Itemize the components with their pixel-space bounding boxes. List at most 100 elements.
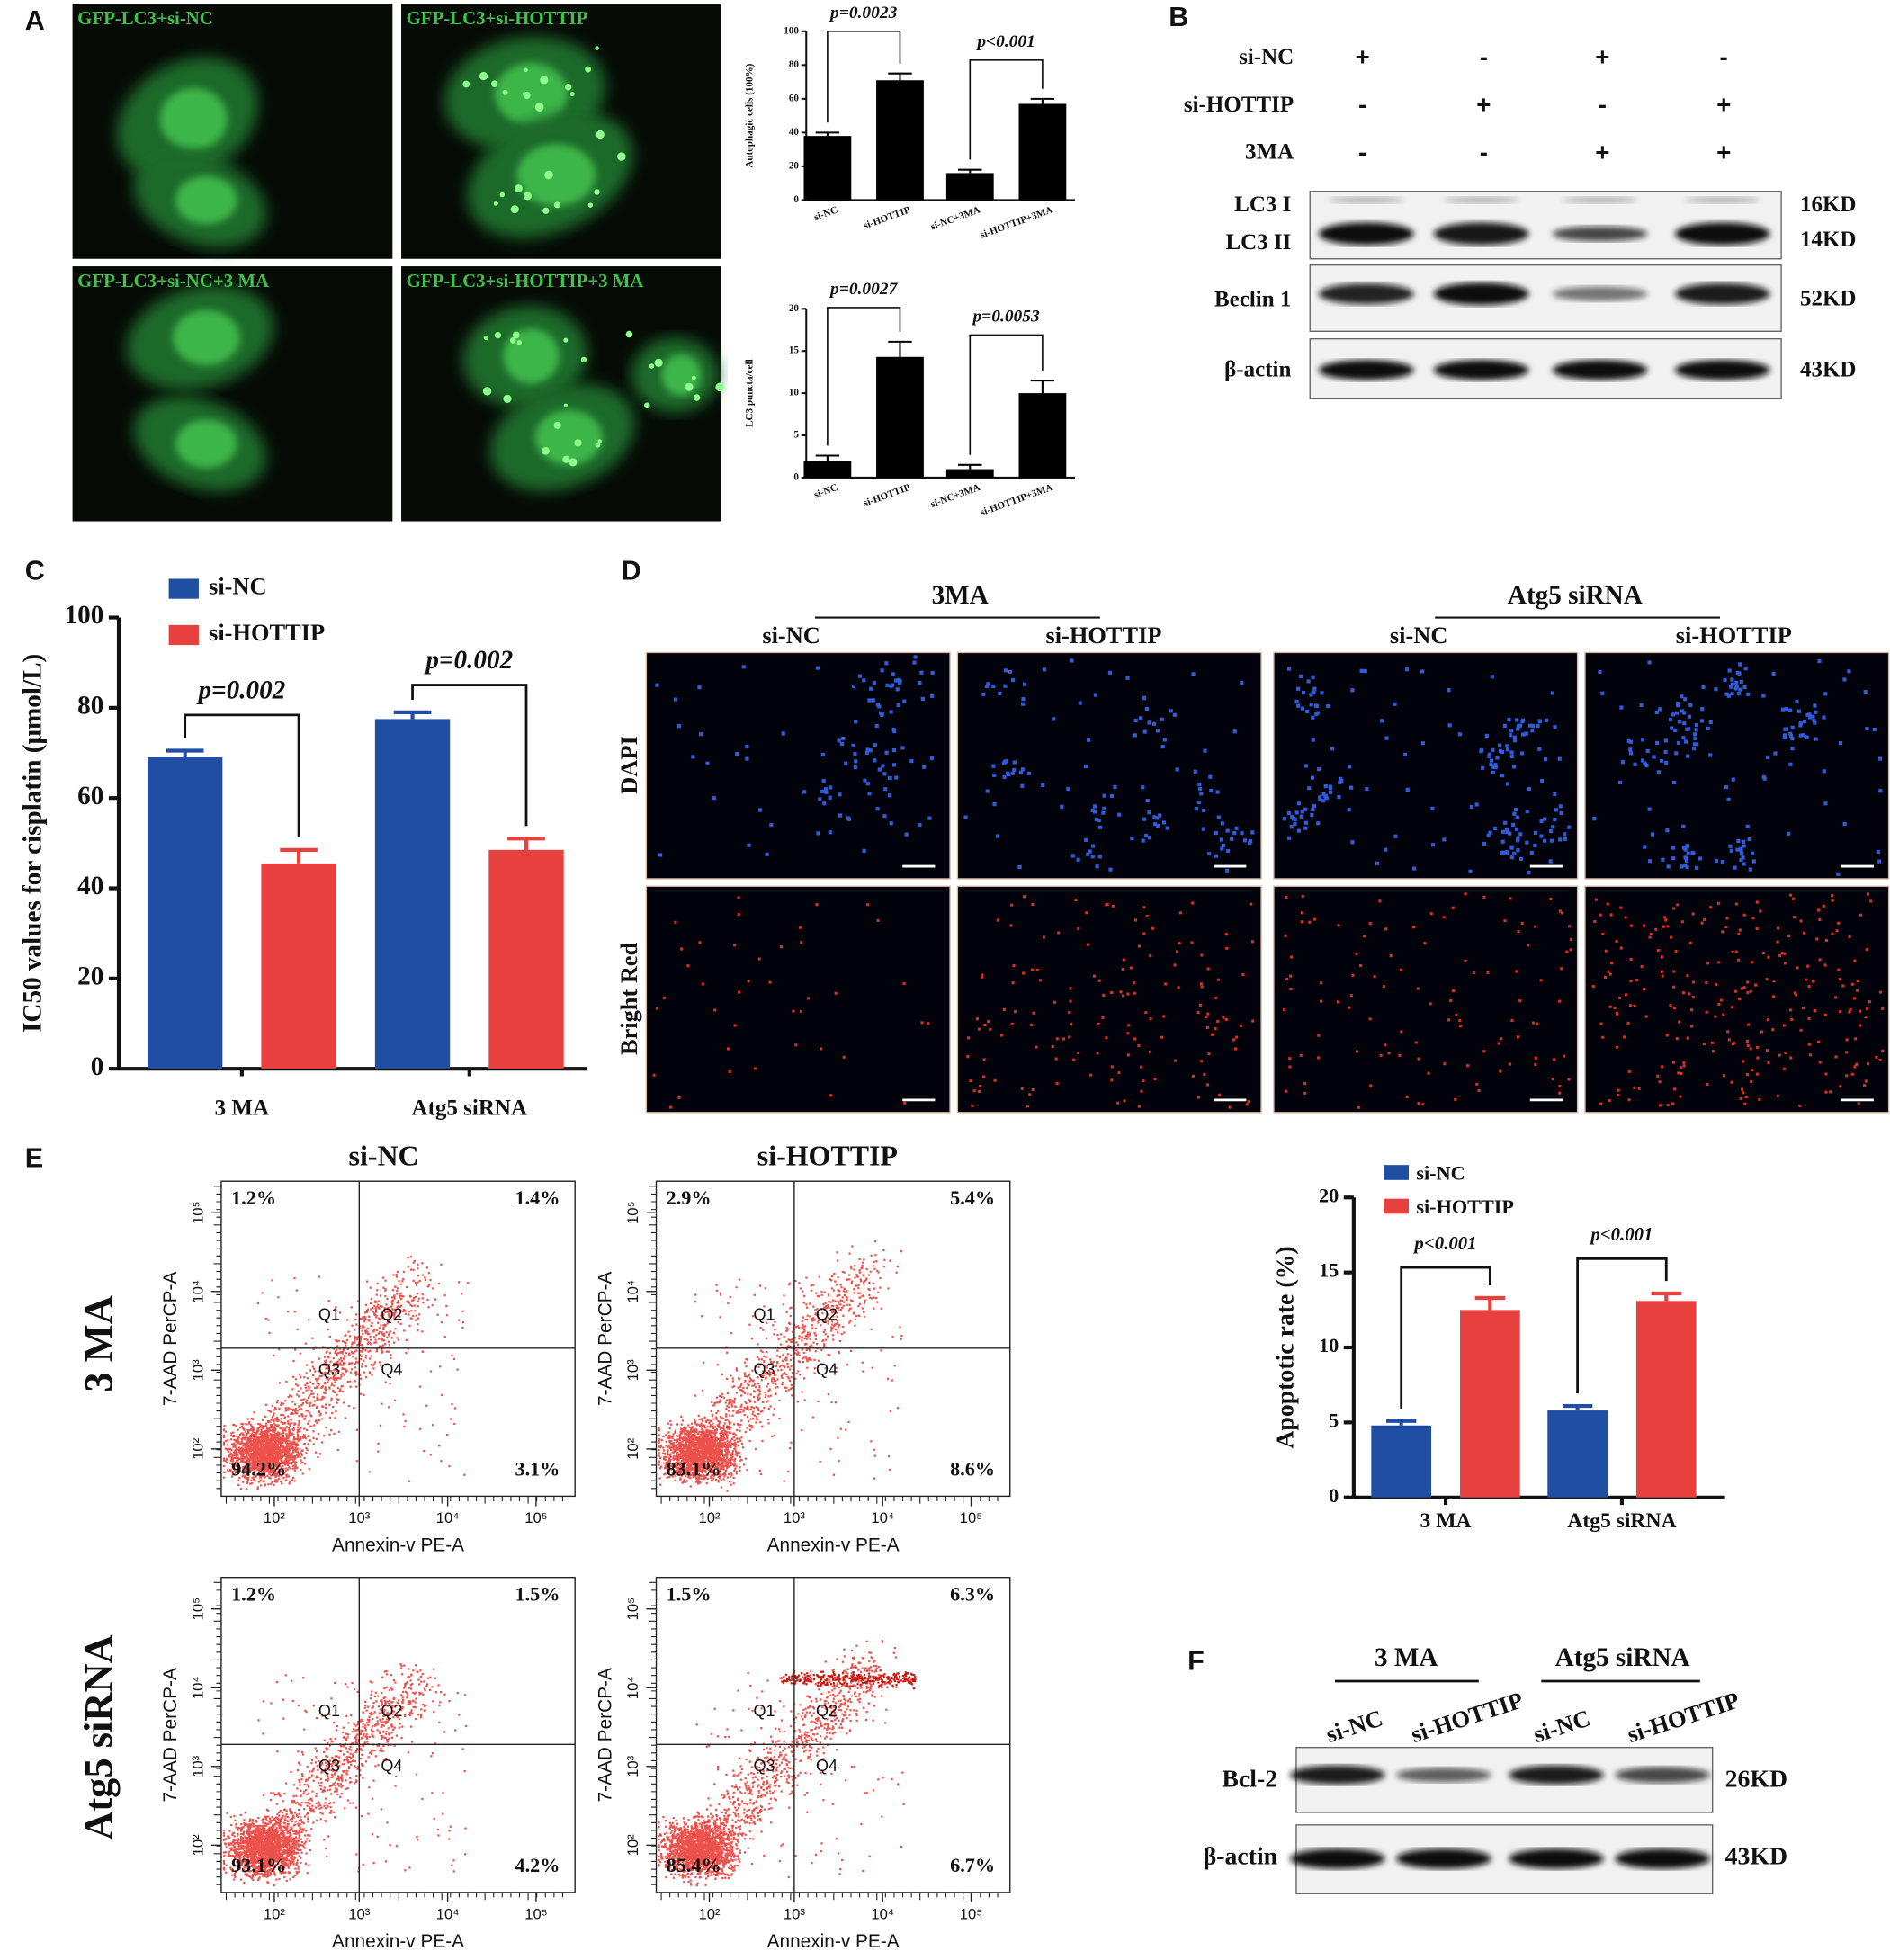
y-tick-label: 10⁵ xyxy=(189,1598,206,1620)
y-tick-label: 40 xyxy=(789,127,800,138)
y-tick-label: 20 xyxy=(1319,1184,1339,1206)
puncta xyxy=(625,330,633,338)
puncta xyxy=(499,192,506,198)
puncta xyxy=(693,394,701,401)
column-label: si-NC xyxy=(762,622,820,649)
quadrant-name: Q3 xyxy=(753,1757,775,1775)
puncta xyxy=(553,421,561,429)
micrograph xyxy=(1584,885,1890,1114)
panel-label: E xyxy=(25,1143,43,1174)
quadrant-name: Q4 xyxy=(816,1361,838,1379)
band xyxy=(1318,222,1414,246)
p-value: p<0.001 xyxy=(975,32,1035,51)
quadrant-name: Q2 xyxy=(816,1702,838,1720)
band-label: β-actin xyxy=(1224,358,1291,382)
panel-label: B xyxy=(1169,2,1188,32)
bar xyxy=(945,469,994,478)
error-bar xyxy=(1474,1295,1506,1311)
band xyxy=(1562,196,1638,203)
puncta xyxy=(715,382,724,392)
error-bar xyxy=(1030,379,1055,394)
bar xyxy=(803,136,852,201)
y-tick-label: 10³ xyxy=(624,1359,641,1382)
quadrant-percent: 4.2% xyxy=(515,1854,560,1876)
legend-swatch xyxy=(168,578,199,599)
y-tick-label: 100 xyxy=(784,25,799,36)
column-label: si-NC xyxy=(349,1141,419,1172)
y-tick-label: 10² xyxy=(624,1437,641,1460)
puncta xyxy=(569,92,575,97)
band xyxy=(1509,1848,1604,1869)
sign: - xyxy=(1720,43,1728,71)
quadrant-percent: 93.1% xyxy=(231,1854,286,1876)
band xyxy=(1396,1768,1491,1783)
legend-label: si-NC xyxy=(1416,1161,1465,1184)
puncta xyxy=(563,403,568,407)
quadrant-percent: 5.4% xyxy=(950,1186,995,1209)
nucleus xyxy=(494,62,569,125)
band xyxy=(1290,1848,1385,1869)
puncta xyxy=(587,202,594,208)
band-label: Bcl-2 xyxy=(1222,1766,1277,1794)
band xyxy=(1552,286,1648,301)
p-value: p=0.002 xyxy=(195,676,285,705)
puncta xyxy=(553,201,560,209)
puncta xyxy=(542,446,550,455)
quadrant-name: Q1 xyxy=(753,1702,775,1720)
panel-label: A xyxy=(25,5,45,36)
sign: - xyxy=(1358,91,1366,119)
band xyxy=(1552,360,1648,380)
p-value: p=0.0027 xyxy=(829,280,899,299)
puncta xyxy=(509,337,516,344)
quadrant-name: Q3 xyxy=(753,1361,775,1379)
puncta xyxy=(563,337,569,343)
puncta xyxy=(503,394,512,403)
image-title: GFP-LC3+si-HOTTIP+3 MA xyxy=(407,270,644,291)
quadrant-percent: 8.6% xyxy=(950,1458,995,1481)
puncta xyxy=(569,458,578,467)
x-tick-label: 10² xyxy=(264,1509,286,1526)
puncta xyxy=(643,402,650,409)
error-bar xyxy=(1030,97,1055,104)
quadrant-name: Q2 xyxy=(381,1305,402,1323)
band-label: LC3 I xyxy=(1234,192,1291,217)
puncta xyxy=(462,80,470,88)
nucleus xyxy=(172,309,240,365)
error-bar xyxy=(507,837,545,850)
quadrant-name: Q3 xyxy=(318,1757,340,1775)
legend-label: si-NC xyxy=(209,573,267,600)
quadrant-percent: 6.7% xyxy=(950,1854,995,1876)
puncta xyxy=(544,170,553,180)
error-bar xyxy=(815,454,840,461)
puncta xyxy=(510,205,519,214)
bar xyxy=(261,863,336,1069)
minor-ticks xyxy=(213,1581,563,1901)
column-label: si-HOTTIP xyxy=(757,1141,898,1172)
x-tick-label: 10³ xyxy=(784,1509,806,1526)
x-tick-label: 3 MA xyxy=(1420,1509,1471,1533)
band xyxy=(1433,222,1529,246)
band xyxy=(1674,360,1770,380)
bar xyxy=(1018,393,1067,478)
puncta xyxy=(490,80,498,87)
puncta xyxy=(564,84,572,91)
band-size: 52KD xyxy=(1800,286,1857,310)
sign: - xyxy=(1358,138,1366,166)
band-label: β-actin xyxy=(1204,1843,1278,1871)
bar xyxy=(945,173,994,201)
band-size: 43KD xyxy=(1800,358,1857,382)
quadrant-name: Q2 xyxy=(381,1702,402,1720)
significance-bracket xyxy=(1400,1266,1491,1409)
error-bar xyxy=(888,72,912,81)
y-tick-label: 0 xyxy=(793,194,799,205)
significance-bracket xyxy=(827,30,901,123)
band xyxy=(1443,196,1519,203)
y-tick-label: 60 xyxy=(77,782,103,810)
row-label: 3 MA xyxy=(76,1295,121,1392)
bar xyxy=(803,461,852,478)
puncta xyxy=(534,103,544,112)
puncta xyxy=(594,189,600,195)
y-tick-label: 10³ xyxy=(624,1755,641,1777)
error-bar xyxy=(815,131,840,137)
y-tick-label: 100 xyxy=(65,601,104,630)
